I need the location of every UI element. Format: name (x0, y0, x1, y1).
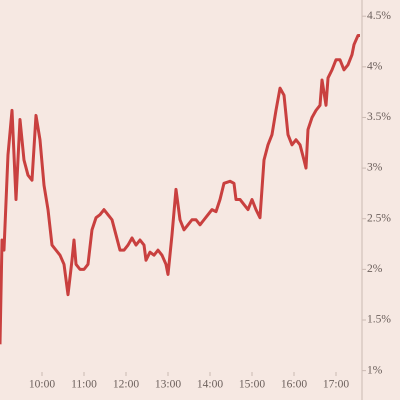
y-tick-label: 1% (367, 364, 383, 376)
y-tick-label: 1.5% (367, 314, 391, 326)
x-tick-label: 15:00 (239, 379, 265, 391)
y-tick-label: 4.5% (367, 10, 391, 22)
series-line (0, 33, 360, 345)
y-tick-label: 3.5% (367, 111, 391, 123)
x-tick-label: 12:00 (113, 379, 139, 391)
x-tick-label: 16:00 (281, 379, 307, 391)
x-tick-label: 17:00 (323, 379, 349, 391)
y-tick-label: 2.5% (367, 212, 391, 224)
x-tick-label: 14:00 (197, 379, 223, 391)
x-tick-label: 11:00 (71, 379, 97, 391)
y-tick-label: 3% (367, 162, 383, 174)
x-tick-label: 10:00 (29, 379, 55, 391)
x-tick-label: 13:00 (155, 379, 181, 391)
y-tick-label: 2% (367, 263, 383, 275)
y-tick-label: 4% (367, 60, 383, 72)
